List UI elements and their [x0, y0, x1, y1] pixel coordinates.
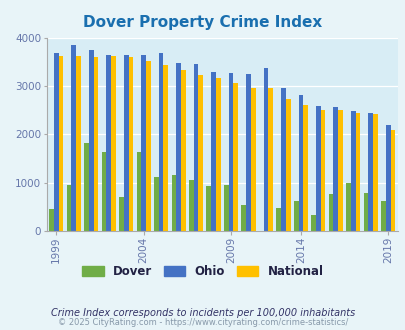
- Bar: [54, 53, 58, 231]
- Bar: [328, 194, 333, 231]
- Bar: [66, 185, 71, 231]
- Bar: [311, 215, 315, 231]
- Bar: [320, 110, 325, 231]
- Bar: [233, 83, 237, 231]
- Bar: [224, 185, 228, 231]
- Bar: [380, 201, 385, 231]
- Bar: [268, 88, 273, 231]
- Bar: [101, 152, 106, 231]
- Bar: [181, 70, 185, 231]
- Bar: [372, 114, 377, 231]
- Bar: [58, 56, 63, 231]
- Bar: [163, 65, 168, 231]
- Bar: [84, 143, 89, 231]
- Bar: [215, 78, 220, 231]
- Bar: [146, 61, 150, 231]
- Bar: [189, 180, 193, 231]
- Bar: [176, 63, 181, 231]
- Bar: [206, 186, 211, 231]
- Bar: [153, 177, 158, 231]
- Bar: [333, 108, 337, 231]
- Bar: [71, 45, 76, 231]
- Bar: [345, 183, 350, 231]
- Bar: [363, 193, 367, 231]
- Bar: [337, 110, 342, 231]
- Bar: [245, 74, 250, 231]
- Bar: [136, 152, 141, 231]
- Bar: [367, 113, 372, 231]
- Bar: [355, 113, 360, 231]
- Bar: [111, 56, 115, 231]
- Bar: [128, 57, 133, 231]
- Bar: [315, 106, 320, 231]
- Bar: [293, 201, 298, 231]
- Text: Dover Property Crime Index: Dover Property Crime Index: [83, 15, 322, 30]
- Text: © 2025 CityRating.com - https://www.cityrating.com/crime-statistics/: © 2025 CityRating.com - https://www.city…: [58, 318, 347, 327]
- Bar: [193, 64, 198, 231]
- Bar: [390, 130, 394, 231]
- Bar: [303, 105, 307, 231]
- Bar: [171, 175, 176, 231]
- Bar: [106, 55, 111, 231]
- Bar: [198, 75, 202, 231]
- Bar: [385, 125, 390, 231]
- Bar: [241, 205, 245, 231]
- Bar: [158, 53, 163, 231]
- Bar: [276, 208, 280, 231]
- Bar: [298, 95, 303, 231]
- Bar: [76, 56, 81, 231]
- Bar: [228, 73, 233, 231]
- Bar: [94, 57, 98, 231]
- Bar: [49, 209, 54, 231]
- Bar: [285, 99, 290, 231]
- Bar: [350, 111, 355, 231]
- Legend: Dover, Ohio, National: Dover, Ohio, National: [77, 260, 328, 283]
- Bar: [250, 88, 255, 231]
- Bar: [119, 197, 124, 231]
- Bar: [263, 68, 268, 231]
- Bar: [124, 55, 128, 231]
- Bar: [141, 55, 146, 231]
- Bar: [89, 50, 94, 231]
- Text: Crime Index corresponds to incidents per 100,000 inhabitants: Crime Index corresponds to incidents per…: [51, 308, 354, 317]
- Bar: [280, 88, 285, 231]
- Bar: [211, 72, 215, 231]
